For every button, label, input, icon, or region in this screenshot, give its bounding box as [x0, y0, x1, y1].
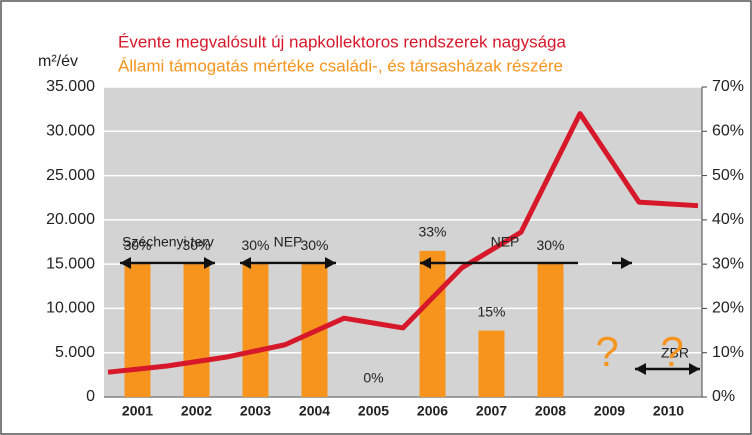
x-tick-label: 2009 [594, 403, 625, 419]
y2-tick-label: 0% [712, 388, 735, 405]
arrow-head [120, 257, 131, 269]
y-tick-label: 25.000 [46, 167, 95, 184]
x-tick-label: 2001 [122, 403, 153, 419]
y2-tick-label: 10% [712, 344, 744, 361]
bar [478, 330, 505, 397]
y-tick-label: 5.000 [55, 344, 95, 361]
y-tick-label: 15.000 [46, 255, 95, 272]
y-tick-label: 10.000 [46, 300, 95, 317]
annotation: ZBR [661, 345, 689, 361]
bar-value-label: 15% [477, 303, 505, 319]
arrow-head [689, 363, 700, 375]
annotation: Széchenyi terv [122, 234, 214, 250]
bar-value-label: 0% [363, 370, 383, 386]
bar [124, 264, 151, 397]
y-tick-label: 0 [86, 388, 95, 405]
chart-title: Évente megvalósult új napkollektoros ren… [118, 32, 566, 51]
arrow-head [325, 257, 336, 269]
arrow-head [420, 257, 431, 269]
y2-tick-label: 50% [712, 167, 744, 184]
question-mark: ? [660, 328, 683, 375]
chart-subtitle: Állami támogatás mértéke családi-, és tá… [118, 56, 563, 75]
y-tick-label: 35.000 [46, 78, 95, 95]
bar-value-label: 30% [241, 237, 269, 253]
bar-value-label: 33% [418, 224, 446, 240]
bar [419, 250, 446, 397]
y2-tick-label: 70% [712, 78, 744, 95]
arrow-head [240, 257, 251, 269]
bar [242, 264, 269, 397]
question-mark: ? [595, 328, 618, 375]
y2-tick-label: 20% [712, 300, 744, 317]
bar-value-label: 30% [123, 237, 151, 253]
y2-tick-label: 40% [712, 211, 744, 228]
line [107, 111, 699, 375]
bar-value-label: 30% [536, 237, 564, 253]
y2-tick-label: 60% [712, 123, 744, 140]
x-tick-label: 2006 [417, 403, 448, 419]
x-tick-label: 2003 [240, 403, 271, 419]
y2-tick-label: 30% [712, 255, 744, 272]
x-tick-label: 2010 [653, 403, 684, 419]
annotation: NEP [491, 234, 520, 250]
arrow-head [204, 257, 215, 269]
bar-value-label: 30% [300, 237, 328, 253]
annotation: NEP [274, 234, 303, 250]
y-axis-label: m²/év [38, 53, 78, 70]
x-tick-label: 2007 [476, 403, 507, 419]
x-tick-label: 2005 [358, 403, 389, 419]
bar [537, 264, 564, 397]
bar-value-label: 30% [182, 237, 210, 253]
arrow-head [635, 363, 646, 375]
y-tick-label: 20.000 [46, 211, 95, 228]
x-tick-label: 2002 [181, 403, 212, 419]
x-tick-label: 2008 [535, 403, 566, 419]
arrow-head [621, 257, 632, 269]
y-tick-label: 30.000 [46, 123, 95, 140]
bar [183, 264, 210, 397]
x-tick-label: 2004 [299, 403, 330, 419]
